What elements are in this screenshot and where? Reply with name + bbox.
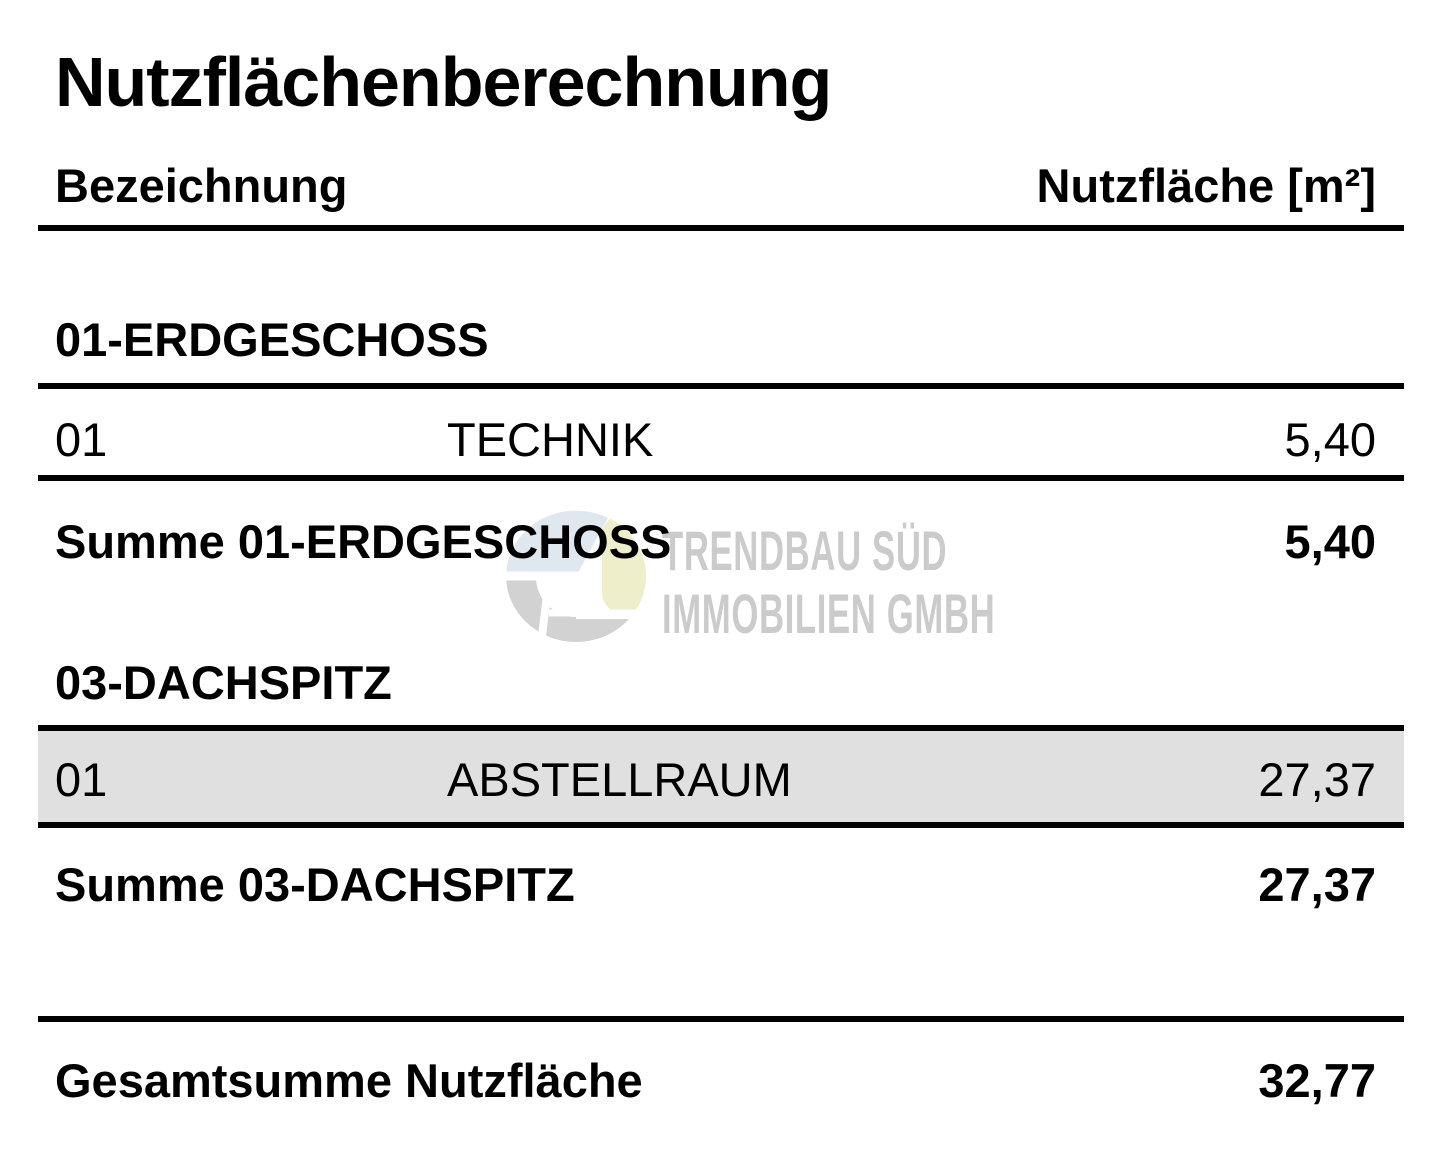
column-header-nutzflaeche: Nutzfläche [m²] (1036, 159, 1376, 212)
row-number-cell: 01 (55, 753, 108, 806)
divider (38, 225, 1404, 231)
room-name-cell: TECHNIK (447, 413, 654, 466)
watermark-line1: TRENDBAU SÜD (662, 519, 948, 582)
divider (38, 383, 1404, 389)
table-row-highlighted: 01 ABSTELLRAUM 27,37 (38, 731, 1404, 822)
sum-value: 5,40 (1284, 515, 1376, 568)
section-sum-row: Summe 01-ERDGESCHOSS 5,40 (38, 518, 1404, 570)
table-row: 01 TECHNIK 5,40 (38, 416, 1404, 468)
page-title: Nutzflächenberechnung (55, 43, 832, 121)
section-heading-dachspitz: 03-DACHSPITZ (55, 656, 392, 709)
divider (38, 475, 1404, 481)
divider (38, 822, 1404, 828)
sum-value: 27,37 (1258, 858, 1376, 911)
section-sum-row: Summe 03-DACHSPITZ 27,37 (38, 861, 1404, 913)
area-value-cell: 5,40 (1284, 413, 1376, 466)
sum-label: Summe 01-ERDGESCHOSS (55, 515, 672, 568)
grand-total-row: Gesamtsumme Nutzfläche 32,77 (38, 1057, 1404, 1109)
grand-total-value: 32,77 (1258, 1054, 1376, 1107)
area-value-cell: 27,37 (1258, 753, 1376, 806)
table-header-row: Bezeichnung Nutzfläche [m²] (38, 162, 1404, 214)
divider (38, 725, 1404, 731)
room-name-cell: ABSTELLRAUM (447, 753, 792, 806)
divider (38, 1016, 1404, 1022)
grand-total-label: Gesamtsumme Nutzfläche (55, 1054, 643, 1107)
section-heading-erdgeschoss: 01-ERDGESCHOSS (55, 313, 489, 366)
sum-label: Summe 03-DACHSPITZ (55, 858, 575, 911)
column-header-bezeichnung: Bezeichnung (55, 159, 348, 212)
row-number-cell: 01 (55, 413, 108, 466)
watermark-line2: IMMOBILIEN GMBH (662, 582, 996, 645)
trendbau-logo-icon (505, 509, 647, 649)
